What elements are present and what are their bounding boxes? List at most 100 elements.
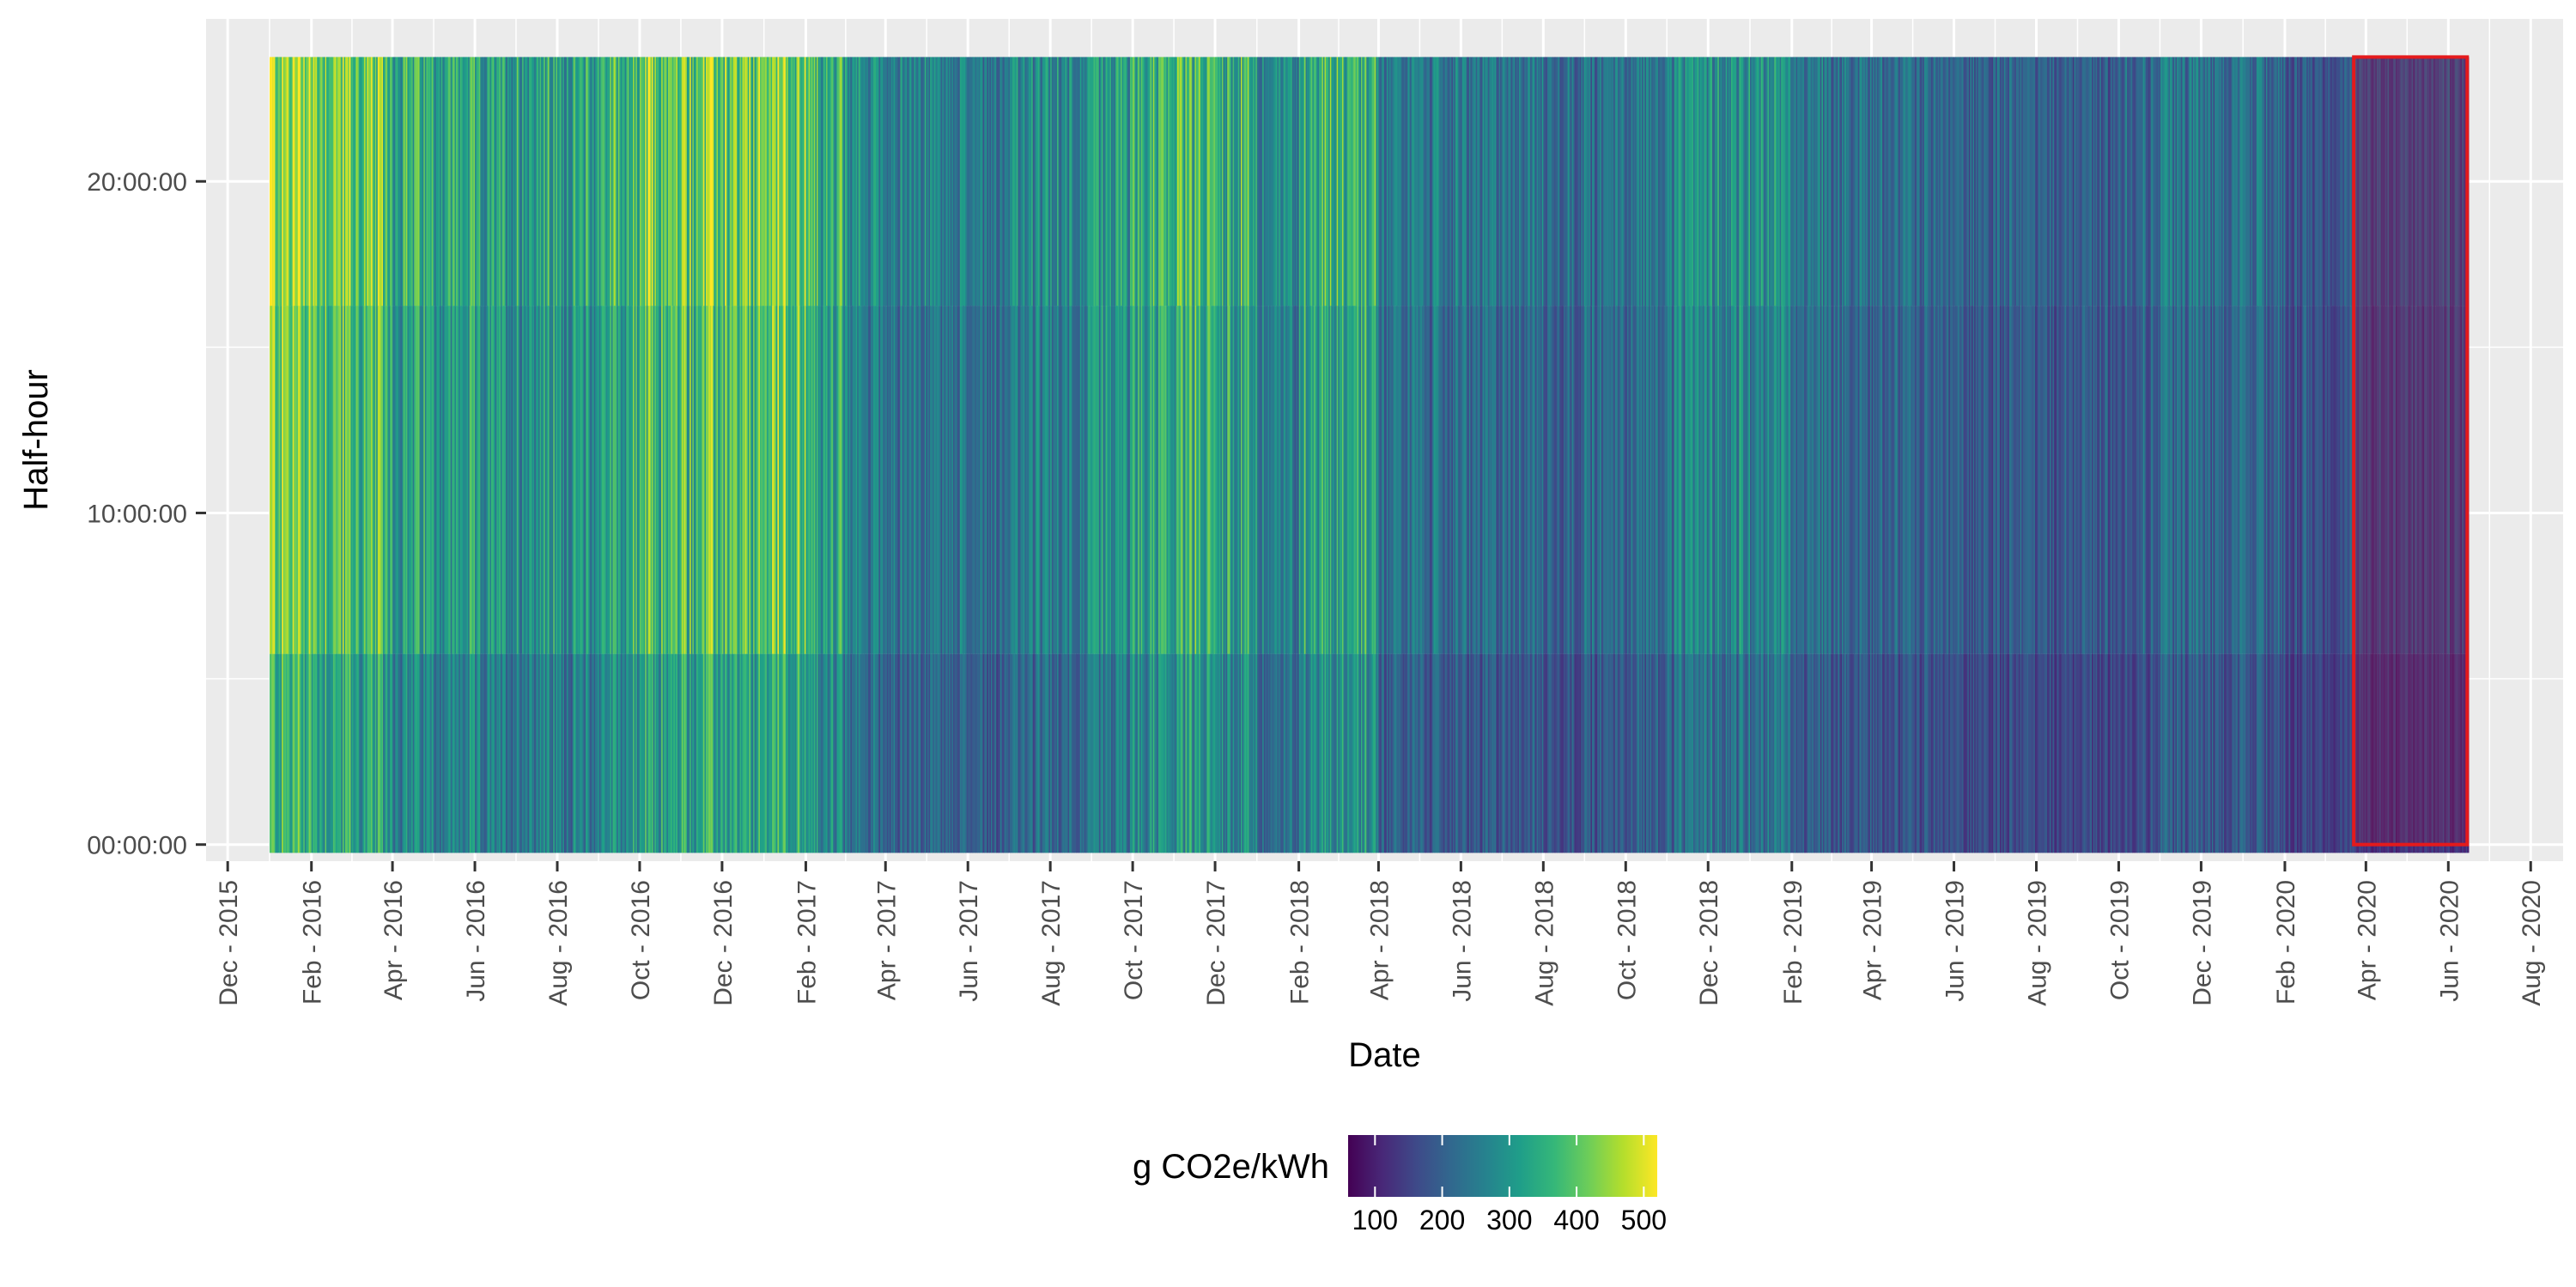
heatmap-cell: [626, 653, 629, 853]
heatmap-cell: [777, 306, 780, 654]
heatmap-cell: [1182, 57, 1185, 307]
heatmap-cell: [673, 57, 676, 307]
heatmap-cell: [2356, 306, 2359, 654]
heatmap-cell: [2116, 653, 2118, 853]
heatmap-cell: [440, 653, 442, 853]
heatmap-cell: [671, 57, 674, 307]
heatmap-cell: [1326, 306, 1328, 654]
heatmap-cell: [435, 306, 438, 654]
heatmap-cell: [1104, 306, 1107, 654]
heatmap-cell: [1131, 57, 1133, 307]
heatmap-cell: [1640, 653, 1643, 853]
heatmap-cell: [614, 306, 617, 654]
heatmap-cell: [1829, 306, 1832, 654]
heatmap-cell: [791, 57, 793, 307]
heatmap-cell: [2456, 653, 2458, 853]
heatmap-cell: [918, 306, 920, 654]
heatmap-cell: [2220, 653, 2222, 853]
heatmap-cell: [534, 653, 537, 853]
heatmap-cell: [1701, 653, 1704, 853]
heatmap-cell: [2260, 306, 2263, 654]
heatmap-cell: [2123, 57, 2125, 307]
heatmap-cell: [952, 306, 956, 654]
heatmap-cell: [386, 306, 389, 654]
heatmap-cell: [469, 57, 471, 307]
heatmap-cell: [1708, 653, 1710, 853]
heatmap-cell: [1084, 653, 1086, 853]
heatmap-cell: [678, 57, 681, 307]
heatmap-cell: [2199, 653, 2202, 853]
heatmap-cell: [1289, 653, 1291, 853]
heatmap-cell: [322, 306, 325, 654]
heatmap-cell: [1215, 653, 1218, 853]
heatmap-cell: [677, 653, 680, 853]
heatmap-cell: [2121, 306, 2123, 654]
heatmap-cell: [1816, 306, 1819, 654]
heatmap-cell: [1269, 57, 1272, 307]
heatmap-cell: [1632, 653, 1635, 853]
heatmap-cell: [1050, 306, 1053, 654]
heatmap-cell: [1004, 653, 1006, 853]
heatmap-cell: [528, 306, 532, 654]
heatmap-cell: [642, 57, 645, 307]
heatmap-cell: [970, 306, 973, 654]
heatmap-cell: [2318, 57, 2321, 307]
heatmap-cell: [2102, 57, 2105, 307]
heatmap-cell: [2347, 57, 2349, 307]
heatmap-cell: [904, 653, 907, 853]
heatmap-cell: [391, 306, 393, 654]
heatmap-cell: [1670, 653, 1673, 853]
heatmap-cell: [1201, 57, 1204, 307]
heatmap-cell: [987, 653, 989, 853]
heatmap-cell: [1794, 57, 1797, 307]
heatmap-cell: [1147, 57, 1150, 307]
heatmap-cell: [1838, 57, 1842, 307]
heatmap-cell: [1998, 306, 2001, 654]
heatmap-cell: [2013, 57, 2015, 307]
heatmap-cell: [557, 653, 560, 853]
heatmap-cell: [283, 57, 285, 307]
heatmap-cell: [1104, 653, 1107, 853]
heatmap-cell: [2244, 653, 2246, 853]
heatmap-cell: [1161, 306, 1163, 654]
heatmap-cell: [2076, 653, 2079, 853]
heatmap-cell: [2325, 653, 2328, 853]
heatmap-cell: [1519, 306, 1522, 654]
heatmap-cell: [1614, 57, 1617, 307]
heatmap-cell: [2300, 653, 2302, 853]
heatmap-cell: [1482, 653, 1485, 853]
heatmap-cell: [1833, 57, 1836, 307]
heatmap-cell: [617, 57, 620, 307]
heatmap-cell: [1598, 306, 1601, 654]
heatmap-cell: [631, 306, 634, 654]
heatmap-cell: [1710, 306, 1713, 654]
heatmap-cell: [2196, 306, 2198, 654]
heatmap-cell: [2014, 57, 2017, 307]
heatmap-cell: [1512, 653, 1515, 853]
heatmap-cell: [1409, 306, 1412, 654]
heatmap-cell: [2298, 306, 2300, 654]
heatmap-cell: [1303, 57, 1305, 307]
heatmap-cell: [702, 306, 706, 654]
heatmap-cell: [1408, 306, 1411, 654]
heatmap-cell: [1582, 653, 1585, 853]
heatmap-cell: [1583, 306, 1586, 654]
heatmap-cell: [2360, 57, 2363, 307]
heatmap-cell: [1612, 306, 1614, 654]
heatmap-cell: [1249, 57, 1251, 307]
heatmap-cell: [1401, 653, 1404, 853]
heatmap-cell: [1894, 653, 1897, 853]
heatmap-cell: [2206, 306, 2208, 654]
heatmap-cell: [1145, 57, 1149, 307]
heatmap-cell: [1917, 57, 1920, 307]
heatmap-cell: [2279, 306, 2281, 654]
heatmap-cell: [1908, 306, 1911, 654]
heatmap-cell: [1887, 57, 1890, 307]
heatmap-cell: [1621, 57, 1624, 307]
heatmap-cell: [574, 57, 577, 307]
heatmap-cell: [1244, 653, 1247, 853]
heatmap-cell: [2441, 57, 2444, 307]
heatmap-cell: [539, 306, 542, 654]
heatmap-cell: [1819, 653, 1821, 853]
heatmap-cell: [469, 306, 471, 654]
